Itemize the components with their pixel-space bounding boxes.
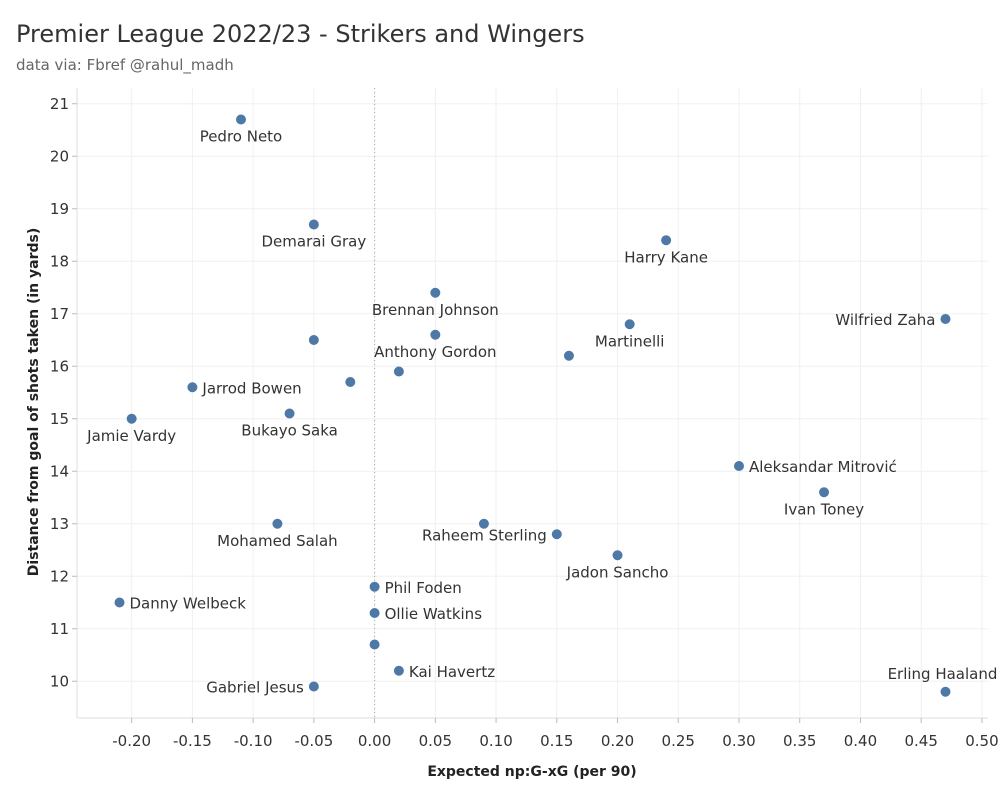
point-label: Jarrod Bowen xyxy=(201,379,301,397)
chart-title: Premier League 2022/23 - Strikers and Wi… xyxy=(16,20,585,48)
x-tick-label: -0.10 xyxy=(234,732,273,750)
data-point xyxy=(430,329,441,340)
y-tick-label: 11 xyxy=(50,620,69,638)
point-label: Harry Kane xyxy=(624,248,708,266)
y-tick-label: 19 xyxy=(50,200,69,218)
x-tick-label: 0.25 xyxy=(662,732,695,750)
y-tick-label: 10 xyxy=(50,672,69,690)
y-tick-label: 14 xyxy=(50,462,69,480)
point-label: Anthony Gordon xyxy=(374,343,496,361)
data-point xyxy=(430,287,441,298)
data-point xyxy=(551,529,562,540)
data-point xyxy=(940,314,951,324)
y-tick-label: 21 xyxy=(50,95,69,113)
data-point xyxy=(369,639,380,650)
data-point xyxy=(624,319,635,330)
y-tick-label: 16 xyxy=(50,357,69,375)
x-tick-label: 0.45 xyxy=(904,732,937,750)
y-tick-label: 15 xyxy=(50,410,69,428)
data-point xyxy=(114,597,125,608)
data-point xyxy=(308,681,319,692)
x-tick-label: 0.20 xyxy=(601,732,634,750)
data-point xyxy=(272,518,283,529)
y-tick-label: 20 xyxy=(50,147,69,165)
data-point xyxy=(478,518,489,529)
data-point xyxy=(369,608,380,618)
x-tick-label: 0.15 xyxy=(540,732,573,750)
data-point xyxy=(393,665,404,676)
data-points xyxy=(114,114,951,697)
data-point xyxy=(308,335,319,345)
point-label: Danny Welbeck xyxy=(130,595,247,613)
point-label: Ivan Toney xyxy=(784,500,864,518)
x-tick-label: 0.10 xyxy=(479,732,512,750)
point-label: Demarai Gray xyxy=(261,233,366,251)
axes xyxy=(76,88,988,719)
x-tick-label: 0.35 xyxy=(783,732,816,750)
y-tick-label: 13 xyxy=(50,515,69,533)
data-point xyxy=(612,550,623,561)
y-tick-label: 12 xyxy=(50,567,69,585)
x-tick-label: -0.15 xyxy=(173,732,212,750)
point-label: Aleksandar Mitrović xyxy=(749,458,897,476)
x-tick-label: 0.40 xyxy=(844,732,877,750)
point-label: Bukayo Saka xyxy=(241,422,338,440)
data-point xyxy=(940,686,951,697)
data-point xyxy=(345,377,356,387)
chart-subtitle: data via: Fbref @rahul_madh xyxy=(16,56,234,74)
y-tick-label: 18 xyxy=(50,252,69,270)
data-point xyxy=(733,461,744,471)
point-label: Raheem Sterling xyxy=(422,526,547,544)
point-label: Jamie Vardy xyxy=(86,427,176,445)
data-point xyxy=(563,350,574,361)
data-point xyxy=(187,382,198,393)
x-tick-label: 0.30 xyxy=(722,732,755,750)
x-tick-label: 0.00 xyxy=(358,732,391,750)
point-label: Phil Foden xyxy=(385,579,462,597)
x-axis-ticks: -0.20 -0.15 -0.10 -0.05 0.00 0.05 0.10 0.15 0.20… xyxy=(112,718,999,750)
point-labels: Pedro Neto Demarai Gray Harry Kane Brennan … xyxy=(86,128,997,697)
y-tick-label: 17 xyxy=(50,305,69,323)
x-tick-label: 0.05 xyxy=(419,732,452,750)
x-tick-label: -0.05 xyxy=(294,732,333,750)
x-tick-label: 0.50 xyxy=(965,732,998,750)
data-point xyxy=(308,219,319,230)
x-axis-label: Expected np:G-xG (per 90) xyxy=(427,764,636,780)
point-label: Erling Haaland xyxy=(888,665,998,683)
y-axis-ticks: 10 11 12 13 14 15 16 17 18 19 20 21 xyxy=(50,95,77,690)
point-label: Ollie Watkins xyxy=(385,605,483,623)
data-point xyxy=(284,408,295,419)
point-label: Pedro Neto xyxy=(200,128,283,146)
data-point xyxy=(661,235,672,246)
data-point xyxy=(235,114,246,125)
point-label: Martinelli xyxy=(595,332,665,350)
point-label: Wilfried Zaha xyxy=(835,311,935,329)
point-label: Gabriel Jesus xyxy=(206,679,304,697)
data-point xyxy=(126,413,137,424)
point-label: Kai Havertz xyxy=(409,663,495,681)
point-label: Brennan Johnson xyxy=(372,301,499,319)
y-axis-label: Distance from goal of shots taken (in ya… xyxy=(26,228,42,576)
data-point xyxy=(819,487,830,498)
x-tick-label: -0.20 xyxy=(112,732,151,750)
point-label: Jadon Sancho xyxy=(566,563,669,581)
grid-lines xyxy=(77,88,988,718)
data-point xyxy=(393,366,404,377)
point-label: Mohamed Salah xyxy=(217,532,338,550)
data-point xyxy=(369,581,380,592)
